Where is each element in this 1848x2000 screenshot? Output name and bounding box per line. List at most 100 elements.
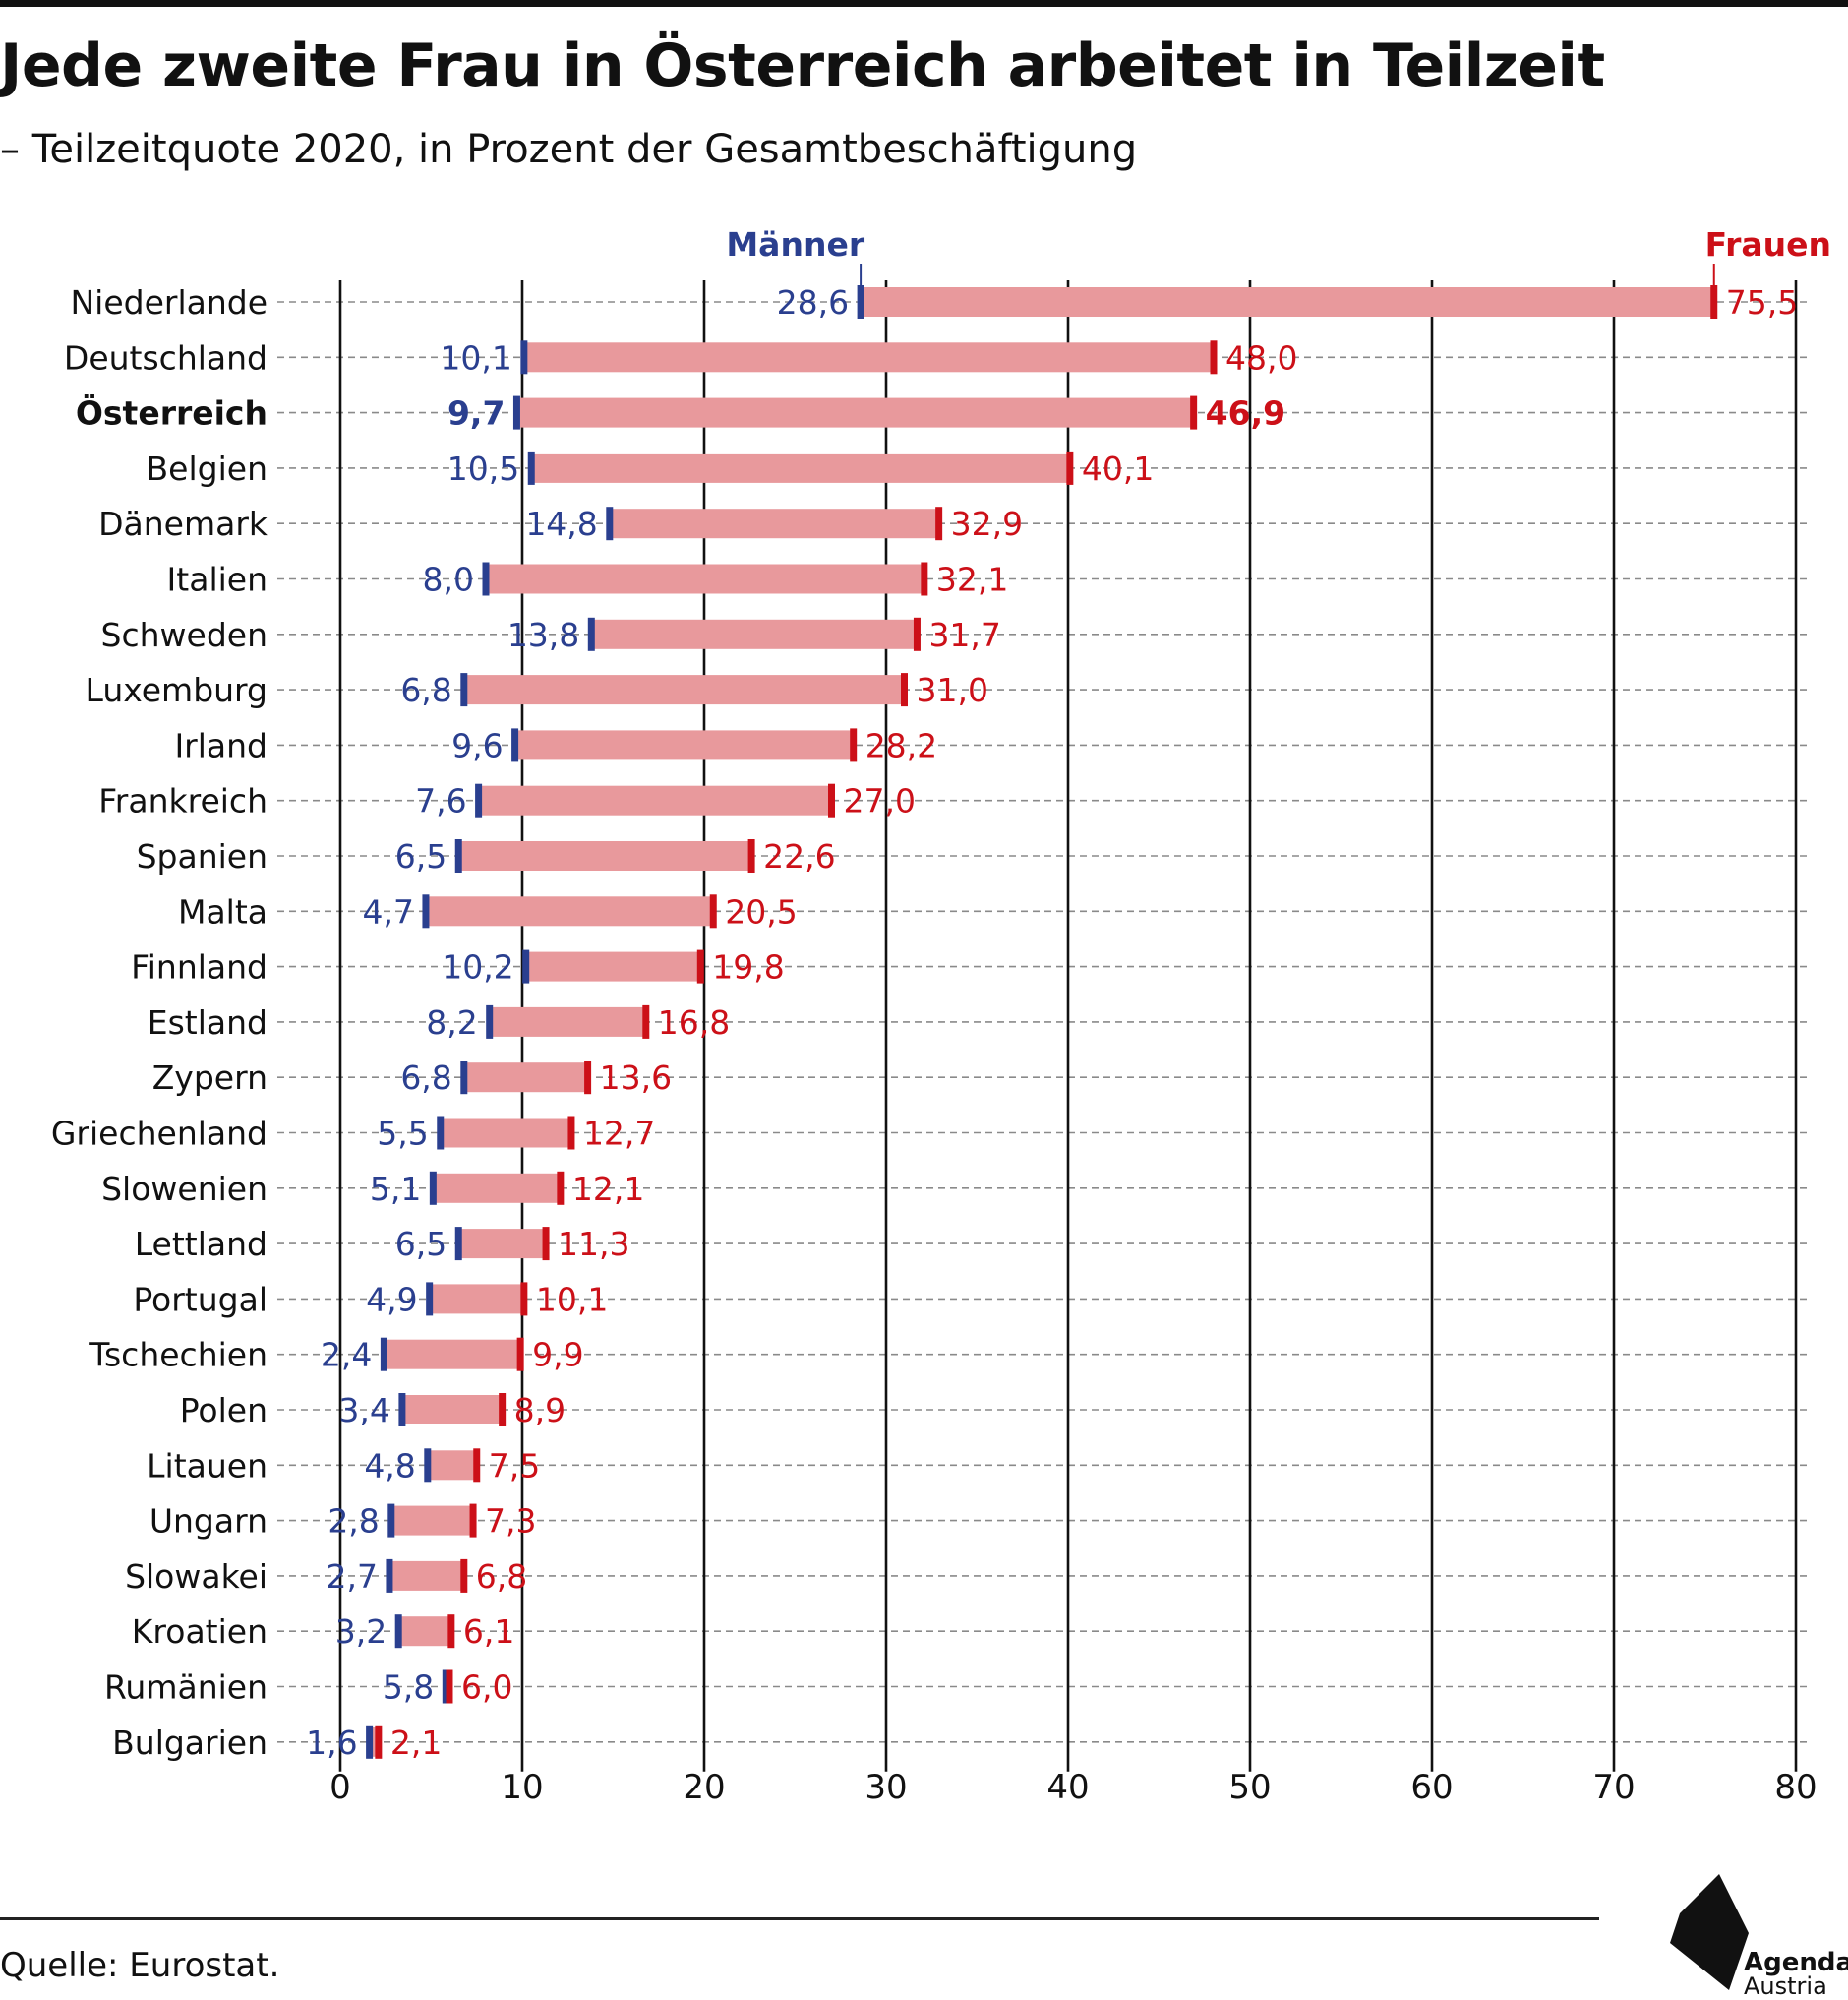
country-label: Slowenien — [101, 1170, 268, 1208]
men-marker — [426, 1282, 434, 1316]
range-bar — [486, 564, 924, 594]
men-legend-label: Männer — [726, 225, 864, 264]
women-marker — [747, 839, 755, 873]
women-marker — [850, 728, 858, 762]
women-value-label: 22,6 — [763, 837, 835, 876]
men-value-label: 4,8 — [364, 1446, 415, 1485]
range-bar — [369, 1727, 379, 1757]
men-marker — [857, 285, 864, 319]
men-value-label: 2,7 — [326, 1557, 377, 1596]
men-marker — [437, 1116, 445, 1150]
women-marker — [446, 1669, 453, 1704]
men-value-label: 5,5 — [377, 1115, 428, 1153]
range-bar — [429, 1284, 524, 1314]
men-value-label: 5,1 — [370, 1170, 421, 1208]
chart-title: Jede zweite Frau in Österreich arbeitet … — [0, 31, 1605, 100]
women-marker — [1066, 451, 1074, 485]
men-value-label: 8,2 — [426, 1003, 477, 1042]
men-marker — [429, 1171, 437, 1205]
women-value-label: 27,0 — [844, 782, 916, 820]
men-value-label: 9,6 — [451, 726, 503, 764]
range-bar — [609, 509, 939, 539]
country-label: Zypern — [152, 1059, 268, 1097]
country-label: Spanien — [137, 837, 268, 876]
men-value-label: 6,5 — [395, 837, 447, 876]
men-value-label: 4,9 — [366, 1280, 417, 1318]
men-marker — [366, 1725, 374, 1759]
men-value-label: 2,4 — [321, 1336, 372, 1374]
range-bar — [384, 1339, 521, 1369]
women-marker — [520, 1282, 528, 1316]
women-value-label: 12,7 — [583, 1115, 655, 1153]
range-bar — [427, 1450, 477, 1481]
women-marker — [1210, 340, 1218, 375]
men-marker — [460, 1061, 468, 1095]
men-marker — [454, 1227, 462, 1261]
women-value-label: 11,3 — [558, 1225, 629, 1263]
range-bar — [514, 730, 854, 760]
men-value-label: 14,8 — [525, 505, 597, 543]
range-bar — [458, 1229, 547, 1259]
women-value-label: 6,0 — [461, 1668, 512, 1707]
women-marker — [542, 1227, 550, 1261]
country-label: Slowakei — [125, 1557, 268, 1596]
women-marker — [499, 1393, 507, 1426]
women-value-label: 12,1 — [572, 1170, 644, 1208]
country-label: Kroatien — [132, 1612, 268, 1651]
women-marker — [567, 1116, 575, 1150]
men-value-label: 6,8 — [400, 671, 451, 709]
men-value-label: 10,5 — [447, 450, 519, 488]
women-marker — [709, 894, 717, 929]
range-bar — [531, 453, 1070, 483]
men-value-label: 8,0 — [423, 561, 474, 599]
men-marker — [482, 562, 490, 596]
range-bar — [463, 675, 905, 705]
men-marker — [522, 949, 530, 984]
country-label: Finnland — [131, 948, 268, 987]
women-marker — [935, 507, 943, 541]
women-value-label: 7,3 — [485, 1502, 536, 1541]
country-label: Frankreich — [98, 782, 268, 820]
logo-text-agenda: Agenda — [1744, 1948, 1848, 1977]
men-marker — [394, 1614, 402, 1649]
country-label: Italien — [167, 561, 268, 599]
women-value-label: 2,1 — [390, 1724, 442, 1762]
men-marker — [454, 839, 462, 873]
x-tick-label: 20 — [683, 1768, 725, 1807]
men-marker — [460, 673, 468, 707]
women-marker — [901, 673, 908, 707]
women-value-label: 13,6 — [600, 1059, 672, 1097]
country-label: Estland — [148, 1003, 268, 1042]
range-bar — [458, 841, 752, 871]
women-value-label: 9,9 — [532, 1336, 583, 1374]
men-marker — [527, 451, 535, 485]
range-bar — [525, 951, 701, 982]
women-marker — [447, 1614, 455, 1649]
men-value-label: 28,6 — [777, 283, 849, 322]
x-tick-label: 0 — [329, 1768, 351, 1807]
range-bar — [478, 785, 832, 816]
men-value-label: 6,5 — [395, 1225, 447, 1263]
range-bar — [861, 287, 1714, 317]
country-label: Bulgarien — [112, 1724, 268, 1762]
women-legend-label: Frauen — [1705, 225, 1831, 264]
women-value-label: 31,7 — [928, 616, 1000, 654]
men-marker — [386, 1558, 393, 1593]
chart-subtitle: – Teilzeitquote 2020, in Prozent der Ges… — [0, 127, 1138, 172]
country-label: Luxemburg — [86, 671, 268, 709]
x-tick-label: 40 — [1046, 1768, 1089, 1807]
women-marker — [460, 1558, 468, 1593]
country-label: Malta — [178, 892, 268, 931]
country-label: Griechenland — [51, 1115, 268, 1153]
logo-text-austria: Austria — [1744, 1972, 1827, 2000]
women-value-label: 32,1 — [936, 561, 1008, 599]
range-bar — [440, 1118, 571, 1148]
country-label: Niederlande — [70, 283, 268, 322]
country-label: Portugal — [133, 1280, 268, 1318]
men-value-label: 7,6 — [415, 782, 466, 820]
country-label: Schweden — [101, 616, 268, 654]
women-value-label: 10,1 — [536, 1280, 608, 1318]
men-value-label: 13,8 — [507, 616, 579, 654]
range-bar — [398, 1616, 451, 1647]
women-value-label: 46,9 — [1206, 394, 1285, 433]
